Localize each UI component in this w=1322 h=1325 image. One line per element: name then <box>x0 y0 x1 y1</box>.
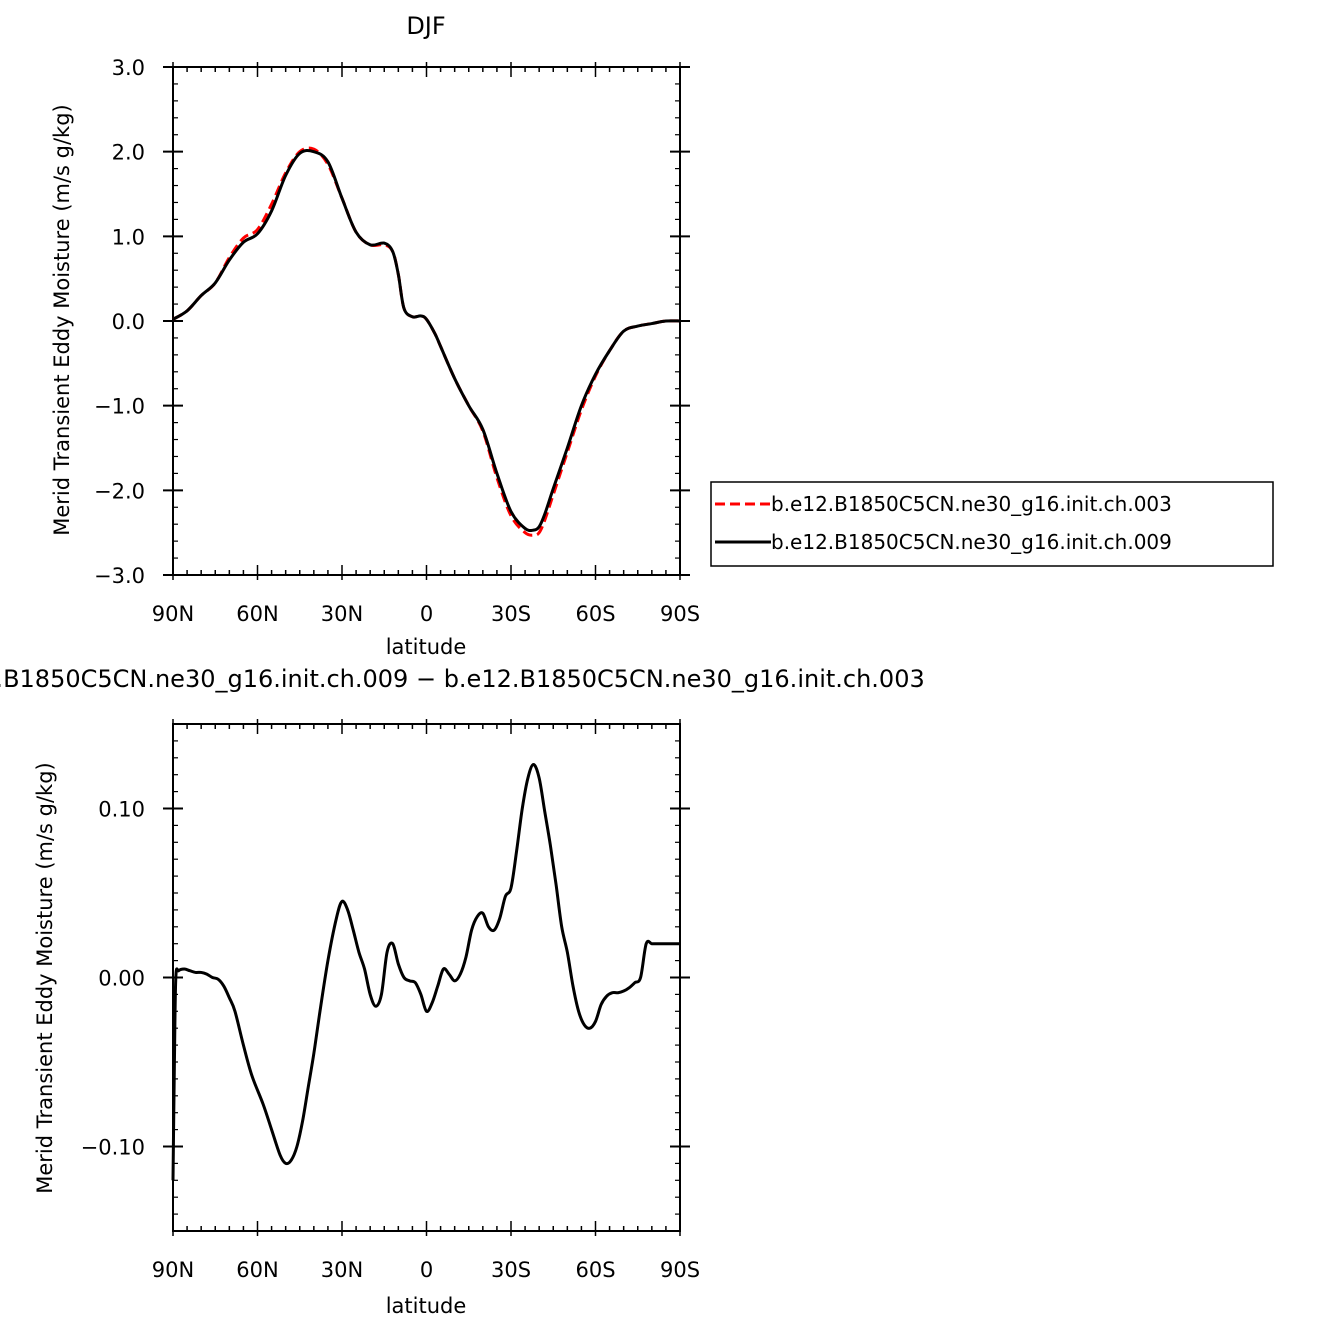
bottom-panel-xlabel: latitude <box>386 1294 467 1318</box>
top-xtick-label: 0 <box>420 602 433 626</box>
top-xtick-label: 90N <box>152 602 194 626</box>
bottom-panel-ylabel: Merid Transient Eddy Moisture (m/s g/kg) <box>33 762 57 1194</box>
bottom-xtick-label: 0 <box>420 1258 433 1282</box>
top-ytick-label: 3.0 <box>112 56 145 80</box>
bottom-plot-area: 90N 60N 30N 0 30S 60S 90S −0.10 0.00 0.10 <box>81 719 700 1282</box>
top-xtick-label: 60N <box>236 602 278 626</box>
top-xtick-label: 30S <box>491 602 531 626</box>
top-ytick-label: 2.0 <box>112 141 145 165</box>
top-ytick-label: 0.0 <box>112 310 145 334</box>
top-panel-title: DJF <box>406 12 445 40</box>
top-panel-ylabel: Merid Transient Eddy Moisture (m/s g/kg) <box>50 104 74 536</box>
legend-box <box>710 481 1274 567</box>
bottom-xtick-label: 30N <box>321 1258 363 1282</box>
bottom-panel-title: b.e12.B1850C5CN.ne30_g16.init.ch.009 − b… <box>0 665 925 693</box>
top-ytick-label: −2.0 <box>94 479 145 503</box>
bottom-xtick-label: 30S <box>491 1258 531 1282</box>
bottom-ytick-label: −0.10 <box>81 1136 145 1160</box>
legend: b.e12.B1850C5CN.ne30_g16.init.ch.003 b.e… <box>710 481 1274 567</box>
bottom-series-line-0 <box>171 763 680 1181</box>
top-ytick-label: −1.0 <box>94 395 145 419</box>
bottom-ytick-label: 0.10 <box>98 798 145 822</box>
bottom-xtick-label: 90N <box>152 1258 194 1282</box>
bottom-plot-frame <box>172 723 681 1232</box>
top-panel-xlabel: latitude <box>386 635 467 659</box>
bottom-xtick-label: 60N <box>236 1258 278 1282</box>
bottom-xtick-label: 60S <box>575 1258 615 1282</box>
top-plot-area: 90N 60N 30N 0 30S 60S 90S −3.0 −2.0 −1.0 0.0 1.0 2.0… <box>94 56 700 626</box>
top-ytick-label: 1.0 <box>112 225 145 249</box>
top-ytick-label: −3.0 <box>94 564 145 588</box>
bottom-ytick-label: 0.00 <box>98 967 145 991</box>
bottom-panel: b.e12.B1850C5CN.ne30_g16.init.ch.009 − b… <box>0 665 925 1318</box>
top-xtick-label: 30N <box>321 602 363 626</box>
bottom-xtick-label: 90S <box>660 1258 700 1282</box>
top-series-line-1 <box>172 149 681 533</box>
top-series-line-0 <box>172 146 681 537</box>
legend-label-009: b.e12.B1850C5CN.ne30_g16.init.ch.009 <box>771 530 1172 554</box>
top-xtick-label: 90S <box>660 602 700 626</box>
top-panel: DJF 90N 60N 30N 0 30S 60S 90S −3.0 −2.0 −1.0 0.0 1.… <box>50 12 700 659</box>
legend-label-003: b.e12.B1850C5CN.ne30_g16.init.ch.003 <box>771 492 1172 516</box>
top-xtick-label: 60S <box>575 602 615 626</box>
